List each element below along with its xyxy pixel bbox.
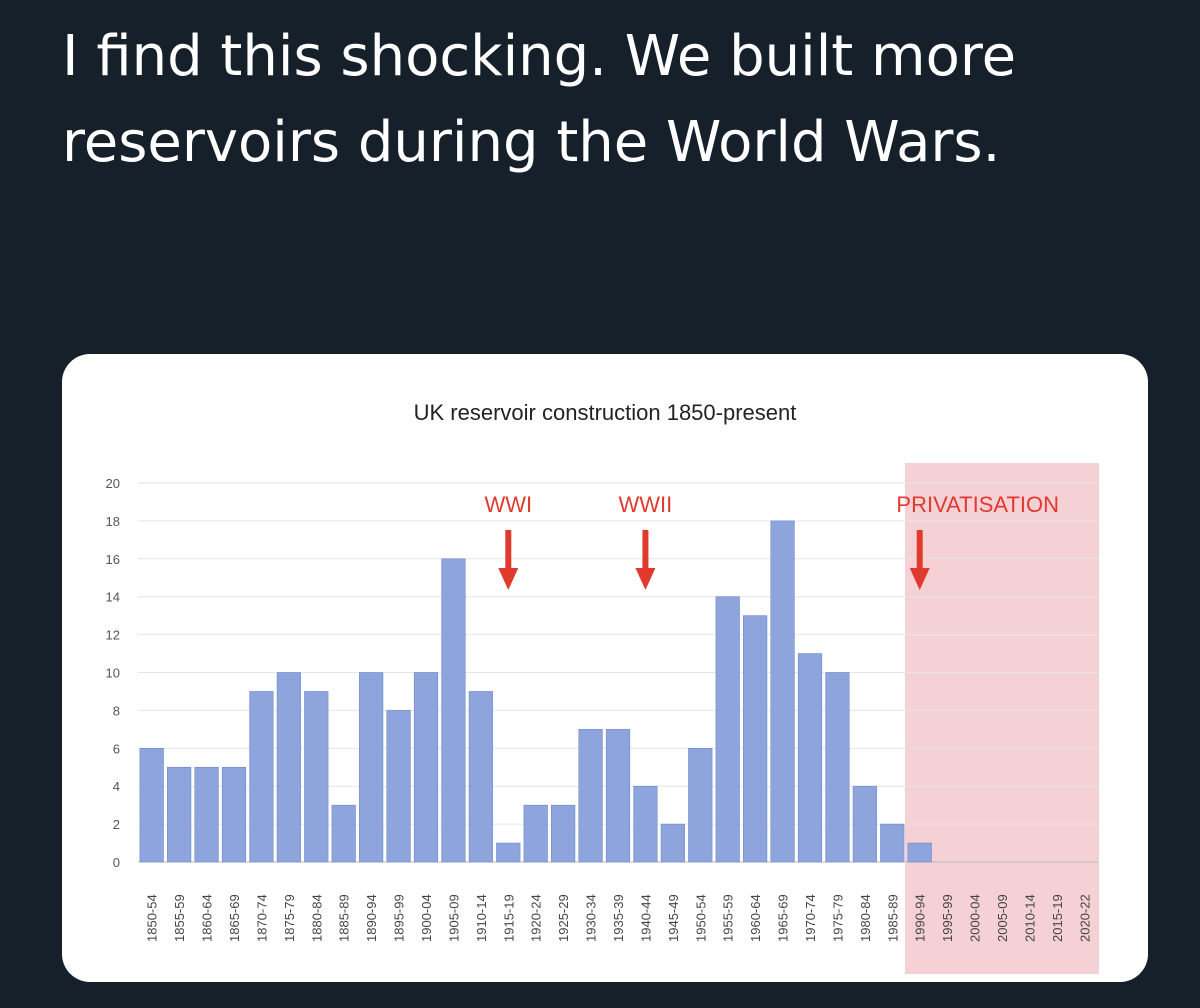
bar-1925-29 [551, 804, 576, 863]
bar-1880-84 [304, 691, 329, 863]
x-tick-label: 1965-69 [776, 894, 791, 942]
x-tick-label: 2020-22 [1077, 894, 1092, 942]
y-tick-label: 18 [106, 514, 120, 529]
x-tick-label: 1855-59 [172, 894, 187, 942]
x-tick-label: 1955-59 [721, 894, 736, 942]
x-tick-label: 2005-09 [995, 894, 1010, 942]
y-tick-label: 0 [113, 855, 120, 870]
x-tick-label: 1875-79 [282, 894, 297, 942]
bar-1870-74 [249, 691, 274, 863]
y-tick-label: 8 [113, 703, 120, 718]
bar-1950-54 [688, 747, 713, 863]
bar-1910-14 [468, 691, 493, 863]
x-tick-label: 1995-99 [940, 894, 955, 942]
y-tick-label: 20 [106, 476, 120, 491]
x-tick-label: 1915-19 [501, 894, 516, 942]
x-tick-label: 1985-89 [885, 894, 900, 942]
x-tick-label: 1880-84 [309, 894, 324, 942]
y-tick-label: 16 [106, 552, 120, 567]
bar-1985-89 [880, 823, 905, 863]
bar-1990-94 [907, 842, 932, 863]
x-tick-label: 1920-24 [529, 894, 544, 942]
y-tick-label: 4 [113, 779, 120, 794]
y-tick-label: 10 [106, 666, 120, 681]
x-tick-label: 1925-29 [556, 894, 571, 942]
annotation-label: WWI [484, 492, 532, 517]
x-tick-label: 1935-39 [611, 894, 626, 942]
annotation-arrow-head [909, 568, 930, 590]
bar-1865-69 [221, 766, 247, 863]
x-tick-label: 1945-49 [666, 894, 681, 942]
x-tick-label: 1940-44 [638, 894, 653, 942]
bar-1850-54 [139, 747, 164, 863]
x-tick-label: 1910-14 [474, 894, 489, 942]
annotation-arrow-shaft [642, 530, 649, 570]
bar-1940-44 [633, 785, 658, 863]
x-tick-label: 1930-34 [584, 894, 599, 942]
x-tick-label: 1975-79 [830, 894, 845, 942]
y-tick-label: 12 [106, 628, 120, 643]
x-tick-label: 1970-74 [803, 894, 818, 942]
bar-1855-59 [167, 766, 192, 863]
chart-card: UK reservoir construction 1850-present 0… [62, 354, 1148, 982]
x-tick-label: 1950-54 [693, 894, 708, 942]
x-tick-label: 2015-19 [1050, 894, 1065, 942]
x-tick-label: 1870-74 [254, 894, 269, 942]
x-tick-label: 1905-09 [446, 894, 461, 942]
bar-1895-99 [386, 710, 411, 863]
annotation-arrow-head [635, 568, 656, 590]
x-tick-label: 1895-99 [392, 894, 407, 942]
bar-1980-84 [852, 785, 877, 863]
annotation-label: WWII [619, 492, 673, 517]
x-tick-label: 1865-69 [227, 894, 242, 942]
tweet-text: I find this shocking. We built more rese… [62, 24, 1017, 175]
chart-title: UK reservoir construction 1850-present [414, 400, 797, 425]
bar-1890-94 [359, 672, 384, 863]
y-tick-label: 2 [113, 817, 120, 832]
bar-1860-64 [194, 766, 219, 863]
bar-1885-89 [331, 804, 356, 863]
bar-1945-49 [660, 823, 685, 863]
reservoir-bar-chart: UK reservoir construction 1850-present 0… [106, 400, 1099, 974]
annotation-arrow-shaft [505, 530, 512, 570]
x-tick-label: 1890-94 [364, 894, 379, 942]
shaded-region [905, 463, 1099, 974]
bar-1930-34 [578, 729, 603, 863]
bar-1915-19 [496, 842, 521, 863]
bar-1935-39 [605, 729, 631, 863]
x-tick-label: 1960-64 [748, 894, 763, 942]
bar-1875-79 [276, 672, 301, 863]
x-tick-label: 1900-04 [419, 894, 434, 942]
x-tick-label: 2000-04 [968, 894, 983, 942]
bar-1975-79 [825, 672, 850, 863]
x-tick-label: 1850-54 [145, 894, 160, 942]
bar-1960-64 [743, 615, 768, 863]
bar-1905-09 [441, 558, 466, 863]
bar-1955-59 [715, 596, 740, 863]
y-tick-label: 14 [106, 590, 120, 605]
bar-1970-74 [797, 653, 823, 863]
annotation-arrow-shaft [916, 530, 923, 570]
x-tick-label: 1860-64 [200, 894, 215, 942]
bar-1920-24 [523, 804, 548, 863]
x-tick-label: 1990-94 [913, 894, 928, 942]
bar-1965-69 [770, 520, 795, 863]
bar-1900-04 [413, 672, 439, 863]
x-tick-label: 2010-14 [1022, 894, 1037, 942]
y-tick-label: 6 [113, 741, 120, 756]
x-tick-label: 1980-84 [858, 894, 873, 942]
x-tick-label: 1885-89 [337, 894, 352, 942]
annotation-label: PRIVATISATION [896, 492, 1059, 517]
annotation-arrow-head [498, 568, 519, 590]
